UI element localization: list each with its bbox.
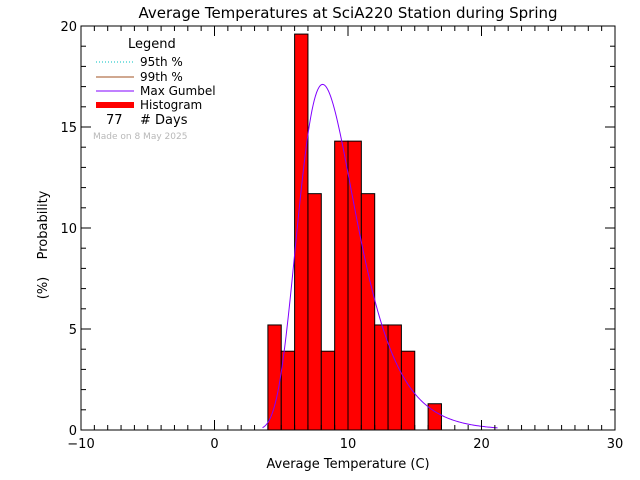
- histogram-bar: [267, 324, 282, 431]
- y-tick-label: 20: [60, 20, 77, 35]
- chart-title: Average Temperatures at SciA220 Station …: [138, 4, 557, 22]
- y-tick-label: 0: [69, 424, 77, 439]
- gumbel-curve: [262, 83, 498, 429]
- y-tick-label: 15: [60, 121, 77, 136]
- y-tick-label: 10: [60, 222, 77, 237]
- x-tick-label: 30: [607, 437, 624, 452]
- histogram-bar: [307, 193, 322, 431]
- axis-ticks: [80, 25, 616, 431]
- legend-days-count: 77: [106, 113, 123, 128]
- x-tick-label: 20: [473, 437, 490, 452]
- legend-title: Legend: [128, 37, 176, 52]
- x-tick-label: 0: [210, 437, 218, 452]
- y-axis-label: Probability: [36, 190, 51, 259]
- histogram-bar: [374, 324, 389, 431]
- y-tick-labels: 0 5 10 15 20: [60, 20, 77, 439]
- histogram-bar: [387, 324, 402, 431]
- histogram-bars: [267, 33, 442, 431]
- legend-label-histogram: Histogram: [140, 98, 202, 112]
- x-tick-labels: −10 0 10 20 30: [67, 437, 623, 452]
- histogram-bar: [280, 350, 296, 431]
- legend-label-95th: 95th %: [140, 55, 183, 69]
- y-tick-label: 5: [69, 323, 77, 338]
- x-tick-label: −10: [67, 437, 94, 452]
- histogram-bar: [320, 350, 336, 431]
- x-axis-label: Average Temperature (C): [266, 457, 429, 472]
- legend-label-gumbel: Max Gumbel: [140, 84, 216, 98]
- histogram-bar: [334, 140, 349, 431]
- legend: Legend 95th % 99th % Max Gumbel Histogra…: [93, 37, 216, 142]
- legend-days-label: # Days: [140, 113, 188, 128]
- legend-label-99th: 99th %: [140, 70, 183, 84]
- y-axis-unit: (%): [36, 277, 51, 300]
- made-on-note: Made on 8 May 2025: [93, 132, 187, 142]
- x-tick-label: 10: [340, 437, 357, 452]
- histogram-bar: [360, 193, 376, 431]
